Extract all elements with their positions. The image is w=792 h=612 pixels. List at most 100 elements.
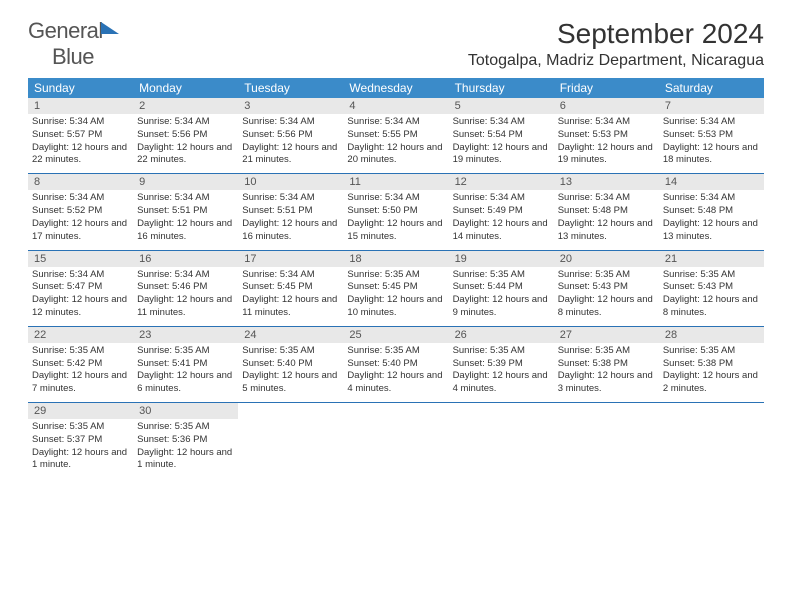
day-cell: 5Sunrise: 5:34 AMSunset: 5:54 PMDaylight…	[449, 98, 554, 173]
day-cell	[554, 403, 659, 478]
day-body: Sunrise: 5:34 AMSunset: 5:51 PMDaylight:…	[133, 190, 238, 243]
sunset-line: Sunset: 5:44 PM	[453, 281, 550, 294]
daylight-line: Daylight: 12 hours and 16 minutes.	[242, 218, 339, 244]
day-number: 1	[28, 98, 133, 114]
day-number: 24	[238, 327, 343, 343]
day-cell: 1Sunrise: 5:34 AMSunset: 5:57 PMDaylight…	[28, 98, 133, 173]
day-number: 12	[449, 174, 554, 190]
day-body: Sunrise: 5:35 AMSunset: 5:43 PMDaylight:…	[554, 267, 659, 320]
day-number: 10	[238, 174, 343, 190]
daylight-line: Daylight: 12 hours and 21 minutes.	[242, 142, 339, 168]
weekday-sunday: Sunday	[28, 78, 133, 98]
day-cell: 25Sunrise: 5:35 AMSunset: 5:40 PMDayligh…	[343, 327, 448, 402]
day-body: Sunrise: 5:34 AMSunset: 5:56 PMDaylight:…	[238, 114, 343, 167]
day-body: Sunrise: 5:34 AMSunset: 5:50 PMDaylight:…	[343, 190, 448, 243]
day-number: 17	[238, 251, 343, 267]
sunset-line: Sunset: 5:53 PM	[663, 129, 760, 142]
day-cell	[238, 403, 343, 478]
day-number: 6	[554, 98, 659, 114]
sunrise-line: Sunrise: 5:35 AM	[453, 345, 550, 358]
day-body: Sunrise: 5:34 AMSunset: 5:48 PMDaylight:…	[554, 190, 659, 243]
day-cell: 14Sunrise: 5:34 AMSunset: 5:48 PMDayligh…	[659, 174, 764, 249]
day-number: 30	[133, 403, 238, 419]
day-body: Sunrise: 5:34 AMSunset: 5:51 PMDaylight:…	[238, 190, 343, 243]
sunrise-line: Sunrise: 5:35 AM	[32, 421, 129, 434]
page-title: September 2024	[468, 18, 764, 50]
daylight-line: Daylight: 12 hours and 3 minutes.	[558, 370, 655, 396]
sunset-line: Sunset: 5:51 PM	[137, 205, 234, 218]
sunset-line: Sunset: 5:45 PM	[242, 281, 339, 294]
sunset-line: Sunset: 5:55 PM	[347, 129, 444, 142]
day-number: 16	[133, 251, 238, 267]
day-body: Sunrise: 5:35 AMSunset: 5:38 PMDaylight:…	[554, 343, 659, 396]
day-cell: 28Sunrise: 5:35 AMSunset: 5:38 PMDayligh…	[659, 327, 764, 402]
sunrise-line: Sunrise: 5:34 AM	[558, 116, 655, 129]
weekday-header-row: SundayMondayTuesdayWednesdayThursdayFrid…	[28, 78, 764, 98]
logo-text-general: General	[28, 18, 103, 43]
sunset-line: Sunset: 5:36 PM	[137, 434, 234, 447]
daylight-line: Daylight: 12 hours and 2 minutes.	[663, 370, 760, 396]
day-body: Sunrise: 5:35 AMSunset: 5:40 PMDaylight:…	[343, 343, 448, 396]
sunset-line: Sunset: 5:48 PM	[663, 205, 760, 218]
week-row: 15Sunrise: 5:34 AMSunset: 5:47 PMDayligh…	[28, 251, 764, 327]
day-body: Sunrise: 5:35 AMSunset: 5:40 PMDaylight:…	[238, 343, 343, 396]
daylight-line: Daylight: 12 hours and 14 minutes.	[453, 218, 550, 244]
sunset-line: Sunset: 5:51 PM	[242, 205, 339, 218]
sunset-line: Sunset: 5:52 PM	[32, 205, 129, 218]
sunrise-line: Sunrise: 5:34 AM	[242, 192, 339, 205]
day-cell: 27Sunrise: 5:35 AMSunset: 5:38 PMDayligh…	[554, 327, 659, 402]
logo-text: General Blue	[28, 18, 119, 70]
day-body: Sunrise: 5:34 AMSunset: 5:56 PMDaylight:…	[133, 114, 238, 167]
day-body: Sunrise: 5:35 AMSunset: 5:42 PMDaylight:…	[28, 343, 133, 396]
day-cell: 13Sunrise: 5:34 AMSunset: 5:48 PMDayligh…	[554, 174, 659, 249]
day-number: 29	[28, 403, 133, 419]
day-number: 21	[659, 251, 764, 267]
day-cell: 23Sunrise: 5:35 AMSunset: 5:41 PMDayligh…	[133, 327, 238, 402]
sunset-line: Sunset: 5:45 PM	[347, 281, 444, 294]
day-body: Sunrise: 5:35 AMSunset: 5:45 PMDaylight:…	[343, 267, 448, 320]
day-cell: 17Sunrise: 5:34 AMSunset: 5:45 PMDayligh…	[238, 251, 343, 326]
title-block: September 2024 Totogalpa, Madriz Departm…	[468, 18, 764, 70]
day-cell: 9Sunrise: 5:34 AMSunset: 5:51 PMDaylight…	[133, 174, 238, 249]
weekday-wednesday: Wednesday	[343, 78, 448, 98]
header: General Blue September 2024 Totogalpa, M…	[28, 18, 764, 70]
sunrise-line: Sunrise: 5:35 AM	[347, 269, 444, 282]
sunset-line: Sunset: 5:42 PM	[32, 358, 129, 371]
day-number: 27	[554, 327, 659, 343]
day-cell: 24Sunrise: 5:35 AMSunset: 5:40 PMDayligh…	[238, 327, 343, 402]
calendar-grid: SundayMondayTuesdayWednesdayThursdayFrid…	[28, 78, 764, 478]
day-cell: 26Sunrise: 5:35 AMSunset: 5:39 PMDayligh…	[449, 327, 554, 402]
sunrise-line: Sunrise: 5:34 AM	[32, 116, 129, 129]
sunrise-line: Sunrise: 5:34 AM	[347, 116, 444, 129]
sunset-line: Sunset: 5:56 PM	[137, 129, 234, 142]
day-body: Sunrise: 5:34 AMSunset: 5:55 PMDaylight:…	[343, 114, 448, 167]
sunrise-line: Sunrise: 5:34 AM	[453, 192, 550, 205]
daylight-line: Daylight: 12 hours and 11 minutes.	[137, 294, 234, 320]
day-body: Sunrise: 5:34 AMSunset: 5:49 PMDaylight:…	[449, 190, 554, 243]
sunset-line: Sunset: 5:49 PM	[453, 205, 550, 218]
sunset-line: Sunset: 5:57 PM	[32, 129, 129, 142]
day-number: 23	[133, 327, 238, 343]
day-body: Sunrise: 5:35 AMSunset: 5:43 PMDaylight:…	[659, 267, 764, 320]
day-cell	[659, 403, 764, 478]
sunrise-line: Sunrise: 5:34 AM	[32, 192, 129, 205]
day-cell: 8Sunrise: 5:34 AMSunset: 5:52 PMDaylight…	[28, 174, 133, 249]
day-number: 20	[554, 251, 659, 267]
sunrise-line: Sunrise: 5:35 AM	[137, 345, 234, 358]
daylight-line: Daylight: 12 hours and 10 minutes.	[347, 294, 444, 320]
sunset-line: Sunset: 5:37 PM	[32, 434, 129, 447]
sunrise-line: Sunrise: 5:34 AM	[137, 269, 234, 282]
day-body: Sunrise: 5:34 AMSunset: 5:48 PMDaylight:…	[659, 190, 764, 243]
day-body: Sunrise: 5:34 AMSunset: 5:45 PMDaylight:…	[238, 267, 343, 320]
daylight-line: Daylight: 12 hours and 4 minutes.	[347, 370, 444, 396]
day-body: Sunrise: 5:34 AMSunset: 5:47 PMDaylight:…	[28, 267, 133, 320]
daylight-line: Daylight: 12 hours and 18 minutes.	[663, 142, 760, 168]
sunrise-line: Sunrise: 5:35 AM	[558, 345, 655, 358]
sunset-line: Sunset: 5:41 PM	[137, 358, 234, 371]
sunrise-line: Sunrise: 5:35 AM	[347, 345, 444, 358]
sunrise-line: Sunrise: 5:34 AM	[663, 116, 760, 129]
day-cell: 29Sunrise: 5:35 AMSunset: 5:37 PMDayligh…	[28, 403, 133, 478]
sunset-line: Sunset: 5:43 PM	[558, 281, 655, 294]
day-body: Sunrise: 5:35 AMSunset: 5:44 PMDaylight:…	[449, 267, 554, 320]
day-cell: 20Sunrise: 5:35 AMSunset: 5:43 PMDayligh…	[554, 251, 659, 326]
